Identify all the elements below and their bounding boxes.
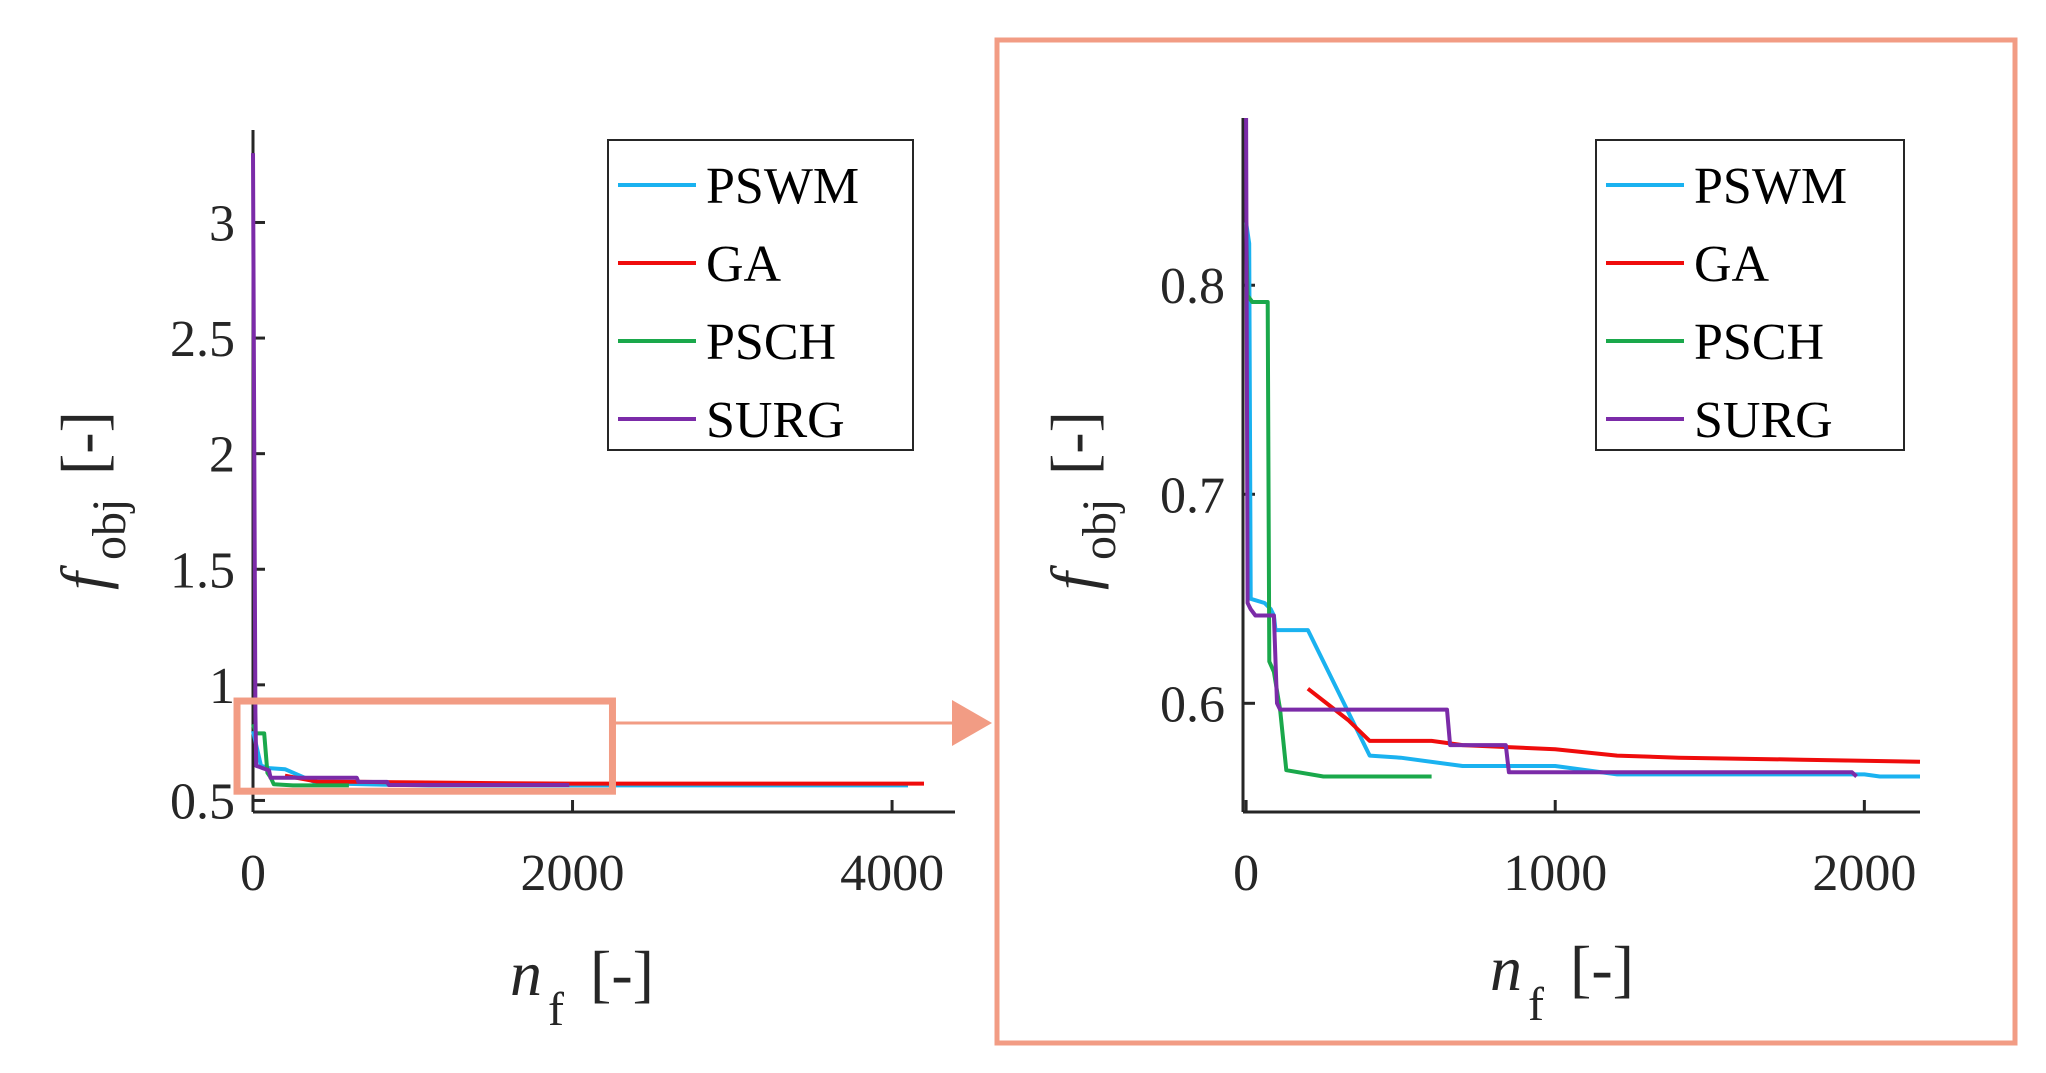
- right-x-ticks: 0 1000 2000: [1233, 800, 1916, 902]
- left-x-tick-label: 0: [240, 845, 266, 902]
- right-x-tick-label: 0: [1233, 845, 1259, 902]
- left-legend-box: [607, 139, 914, 451]
- left-y-ticks: 0.5 1 1.5 2 2.5 3: [170, 195, 265, 830]
- right-y-tick-label: 0.8: [1160, 258, 1225, 315]
- left-legend-label-pswm: PSWM: [706, 158, 859, 215]
- left-y-tick-label: 0.5: [170, 773, 235, 830]
- right-y-label: f obj [-]: [1038, 411, 1126, 590]
- right-y-label-unit: [-]: [1038, 411, 1109, 475]
- right-legend-label-psch: PSCH: [1694, 314, 1824, 371]
- right-legend-label-ga: GA: [1694, 236, 1770, 293]
- left-y-tick-label: 2.5: [170, 311, 235, 368]
- left-y-label: f obj [-]: [48, 411, 136, 590]
- zoom-panel-frame: [994, 37, 2018, 1046]
- left-series-surg: [251, 153, 570, 787]
- right-x-tick-label: 2000: [1812, 845, 1916, 902]
- left-y-label-symbol: f: [48, 564, 119, 590]
- left-y-tick-label: 1.5: [170, 542, 235, 599]
- right-y-tick-label: 0.7: [1160, 467, 1225, 524]
- right-series: [1244, 117, 1921, 779]
- left-y-label-subscript: obj: [83, 499, 136, 560]
- right-x-label-symbol: n: [1490, 933, 1522, 1004]
- right-y-label-subscript: obj: [1073, 499, 1126, 560]
- left-y-label-unit: [-]: [48, 411, 119, 475]
- left-x-label-unit: [-]: [590, 938, 654, 1009]
- left-x-label-symbol: n: [510, 938, 542, 1009]
- left-x-label: n f [-]: [510, 938, 654, 1036]
- left-x-tick-label: 2000: [521, 845, 625, 902]
- right-legend: PSWM GA PSCH SURG: [1595, 139, 1905, 451]
- right-legend-box: [1595, 139, 1905, 451]
- left-legend-label-psch: PSCH: [706, 314, 836, 371]
- left-y-tick-label: 1: [209, 658, 235, 715]
- left-x-label-subscript: f: [548, 983, 564, 1036]
- right-y-tick-label: 0.6: [1160, 676, 1225, 733]
- left-y-tick-label: 3: [209, 195, 235, 252]
- left-x-ticks: 0 2000 4000: [240, 800, 944, 902]
- right-series-surg: [1244, 117, 1858, 778]
- left-legend: PSWM GA PSCH SURG: [607, 139, 914, 451]
- right-y-label-symbol: f: [1038, 564, 1109, 590]
- right-x-label-unit: [-]: [1570, 933, 1634, 1004]
- zoom-rectangle: [233, 697, 616, 795]
- right-x-label: n f [-]: [1490, 933, 1634, 1031]
- right-x-tick-label: 1000: [1503, 845, 1607, 902]
- right-x-label-subscript: f: [1528, 978, 1544, 1031]
- zoom-arrow: [612, 700, 992, 746]
- left-legend-label-ga: GA: [706, 236, 782, 293]
- left-series: [251, 153, 924, 788]
- right-series-psch: [1244, 222, 1432, 779]
- right-legend-label-pswm: PSWM: [1694, 158, 1847, 215]
- chart-left: 0 2000 4000 0.5 1 1.5 2 2.5 3 f obj [-] n f [-]…: [48, 130, 955, 1036]
- right-series-pswm: [1244, 222, 1920, 779]
- right-y-ticks: 0.6 0.7 0.8: [1160, 258, 1255, 733]
- right-legend-label-surg: SURG: [1694, 392, 1833, 449]
- chart-right: 0 1000 2000 0.6 0.7 0.8 f obj [-] n f [-] PS…: [994, 37, 2018, 1046]
- left-series-ga: [284, 773, 924, 786]
- right-series-ga: [1306, 687, 1921, 764]
- left-legend-label-surg: SURG: [706, 392, 845, 449]
- left-x-tick-label: 4000: [840, 845, 944, 902]
- left-y-tick-label: 2: [209, 427, 235, 484]
